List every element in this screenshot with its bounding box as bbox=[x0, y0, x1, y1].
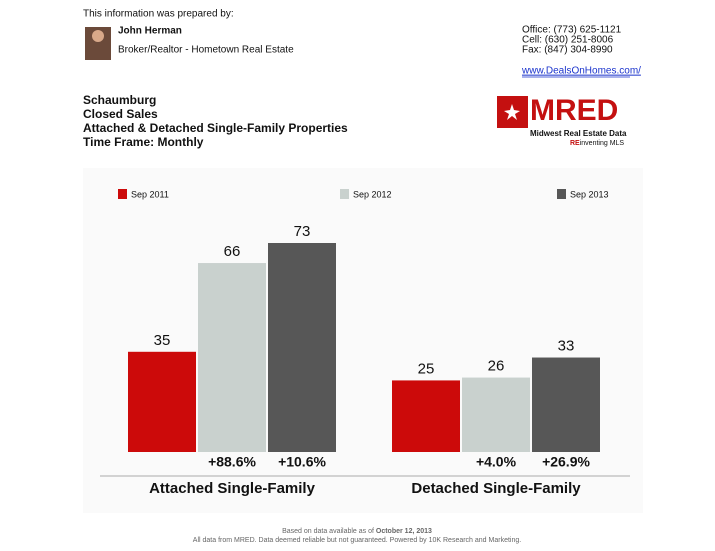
report-line: Closed Sales bbox=[83, 107, 158, 121]
footer-disclaimer: All data from MRED. Data deemed reliable… bbox=[193, 537, 521, 544]
legend-swatch bbox=[340, 189, 349, 199]
value-label: 26 bbox=[488, 358, 505, 375]
value-label: 35 bbox=[154, 332, 171, 349]
change-label: +26.9% bbox=[542, 454, 590, 470]
value-label: 25 bbox=[418, 360, 435, 377]
category-label: Attached Single-Family bbox=[149, 480, 316, 497]
slogan-rest: inventing MLS bbox=[580, 140, 625, 147]
change-label: +4.0% bbox=[476, 454, 517, 470]
office-phone: Office: (773) 625-1121 bbox=[522, 25, 622, 36]
bar bbox=[392, 380, 460, 452]
logo-star bbox=[504, 104, 520, 120]
prepared-by: This information was prepared by: bbox=[83, 9, 234, 20]
legend-label: Sep 2012 bbox=[353, 189, 392, 199]
logo-name: MRED bbox=[530, 94, 618, 127]
change-label: +88.6% bbox=[208, 454, 256, 470]
legend-label: Sep 2011 bbox=[131, 189, 169, 199]
footer-note: Based on data available as of October 12… bbox=[282, 528, 432, 535]
agent-face bbox=[92, 30, 104, 42]
agent-name: John Herman bbox=[118, 26, 182, 37]
bar bbox=[532, 357, 600, 452]
report-line: Attached & Detached Single-Family Proper… bbox=[83, 121, 348, 135]
agent-role: Broker/Realtor - Hometown Real Estate bbox=[118, 45, 294, 56]
bar bbox=[268, 243, 336, 452]
bar bbox=[198, 263, 266, 452]
bar bbox=[128, 351, 196, 452]
legend-label: Sep 2013 bbox=[570, 189, 609, 199]
cell-phone: Cell: (630) 251-8006 bbox=[522, 35, 614, 46]
value-label: 33 bbox=[558, 337, 575, 354]
value-label: 73 bbox=[294, 223, 311, 240]
report-line: Time Frame: Monthly bbox=[83, 135, 204, 149]
change-label: +10.6% bbox=[278, 454, 326, 470]
report-line: Schaumburg bbox=[83, 93, 156, 107]
legend-swatch bbox=[557, 189, 566, 199]
logo-slogan: REinventing MLS bbox=[570, 140, 624, 147]
fax: Fax: (847) 304-8990 bbox=[522, 45, 613, 56]
bar bbox=[462, 377, 530, 452]
chart: Sep 2011 Sep 2012 Sep 2013 35 66 +88.6% 73 +10.… bbox=[118, 189, 609, 497]
slogan-prefix: RE bbox=[570, 140, 580, 147]
note-prefix: Based on data available as of bbox=[282, 528, 374, 535]
chart-background bbox=[83, 168, 643, 513]
logo-tagline: Midwest Real Estate Data bbox=[530, 129, 627, 138]
note-date: October 12, 2013 bbox=[376, 528, 432, 535]
legend-swatch bbox=[118, 189, 127, 199]
website-link[interactable]: www.DealsOnHomes.com/ bbox=[521, 66, 641, 77]
category-label: Detached Single-Family bbox=[411, 480, 581, 497]
value-label: 66 bbox=[224, 243, 241, 260]
